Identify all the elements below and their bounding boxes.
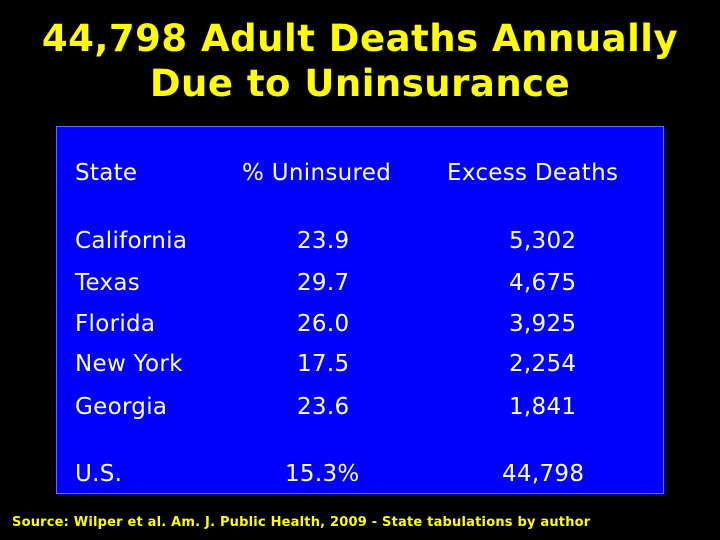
row-deaths: 2,254 <box>509 351 577 377</box>
source-citation: Source: Wilper et al. Am. J. Public Heal… <box>12 515 591 530</box>
row-state: New York <box>75 351 183 377</box>
row-deaths: 1,841 <box>509 394 577 420</box>
data-table-panel: State % Uninsured Excess Deaths Californ… <box>56 126 664 494</box>
header-state: State <box>75 160 138 186</box>
total-row-deaths: 44,798 <box>502 461 585 487</box>
row-state: Texas <box>75 270 141 296</box>
row-state: California <box>75 228 188 254</box>
row-deaths: 3,925 <box>509 311 577 337</box>
row-percent: 23.9 <box>297 228 350 254</box>
slide-title-line-2: Due to Uninsurance <box>149 62 571 105</box>
header-excess-deaths: Excess Deaths <box>447 160 619 186</box>
row-percent: 29.7 <box>297 270 350 296</box>
row-deaths: 4,675 <box>509 270 577 296</box>
total-row-percent: 15.3% <box>285 461 360 487</box>
total-row-state: U.S. <box>75 461 123 487</box>
row-deaths: 5,302 <box>509 228 577 254</box>
slide-title-line-1: 44,798 Adult Deaths Annually <box>41 17 679 60</box>
row-state: Florida <box>75 311 156 337</box>
slide-title: 44,798 Adult Deaths Annually Due to Unin… <box>0 16 720 106</box>
row-state: Georgia <box>75 394 168 420</box>
header-percent-uninsured: % Uninsured <box>242 160 392 186</box>
row-percent: 23.6 <box>297 394 350 420</box>
row-percent: 26.0 <box>297 311 350 337</box>
row-percent: 17.5 <box>297 351 350 377</box>
